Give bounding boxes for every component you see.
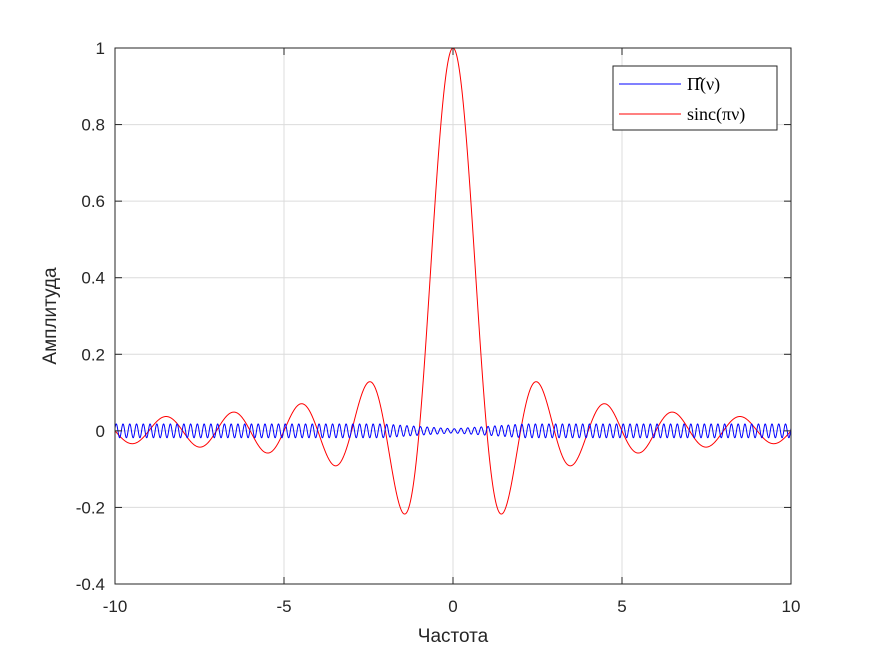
x-tick-label: -5 [276,597,291,616]
x-axis-label: Частота [418,626,489,647]
y-tick-label: 0.4 [81,269,105,288]
y-tick-label: -0.2 [76,498,105,517]
y-tick-label: -0.4 [76,575,105,594]
x-tick-label: 0 [448,597,457,616]
y-tick-label: 0.6 [81,192,105,211]
x-tick-label: 10 [782,597,801,616]
x-tick-label: -10 [103,597,128,616]
y-tick-label: 0.2 [81,345,105,364]
y-tick-label: 1 [96,39,105,58]
y-axis-label: Амплитуда [40,267,61,365]
ticks [114,47,792,585]
x-tick-label: 5 [617,597,626,616]
x-tick-labels: -10 -5 0 5 10 [103,597,801,616]
legend-label-sinc: sinc(πν) [687,104,745,125]
y-tick-label: 0.8 [81,116,105,135]
legend-label-pi-hat: Π̂(ν) [687,74,720,95]
y-tick-label: 0 [96,422,105,441]
series-line-pi-hat [114,423,792,439]
y-tick-labels: -0.4 -0.2 0 0.2 0.4 0.6 0.8 1 [76,39,105,594]
legend: Π̂(ν) sinc(πν) [612,65,778,131]
legend-box [612,65,778,131]
